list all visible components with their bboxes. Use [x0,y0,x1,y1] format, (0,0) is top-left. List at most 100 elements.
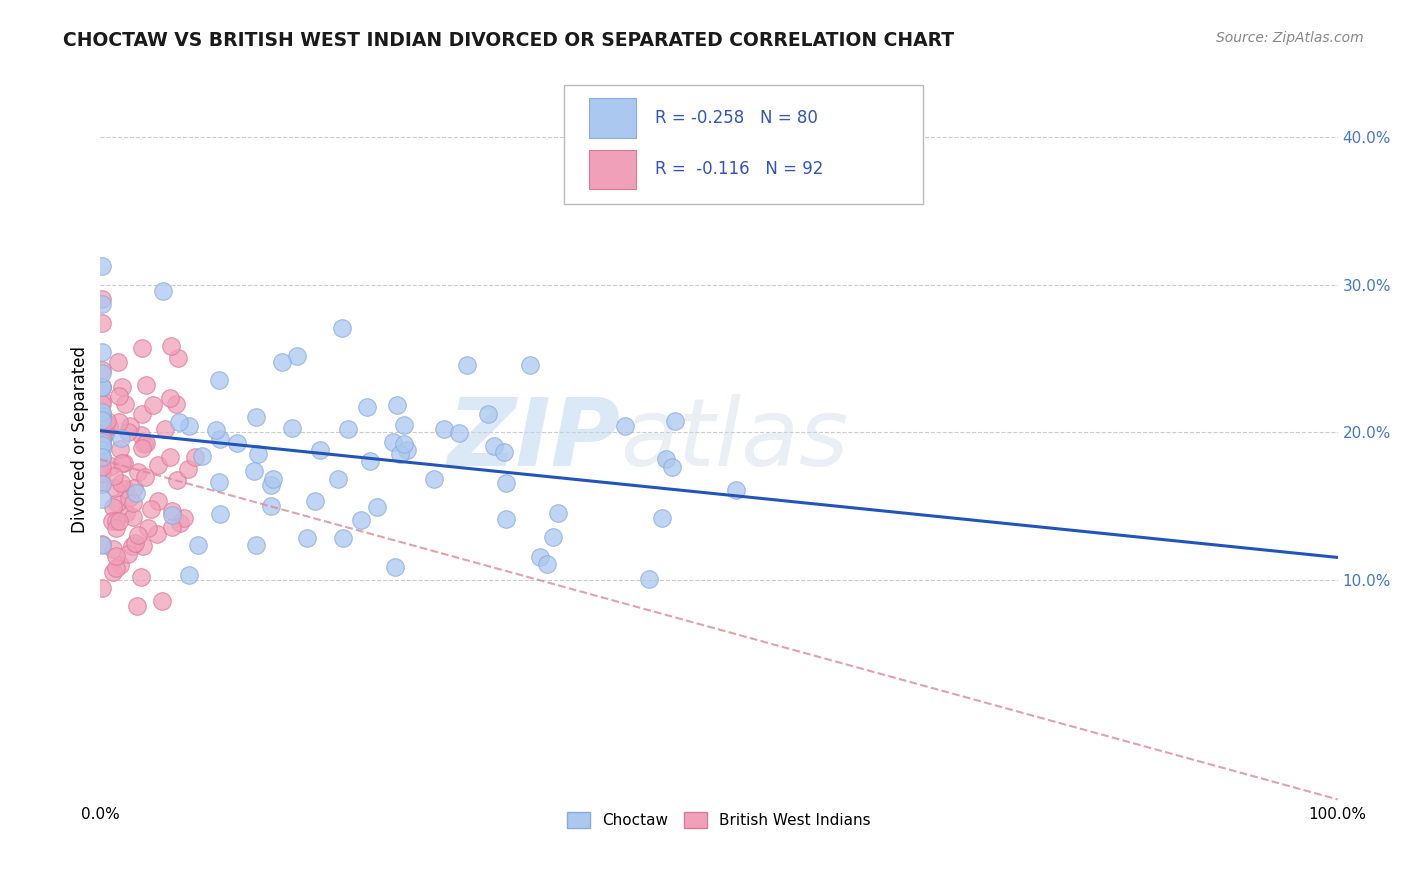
Point [664,414,686,428]
Text: ZIP: ZIP [447,394,620,486]
Point [245,538,267,552]
Y-axis label: Divorced or Separated: Divorced or Separated [72,346,89,533]
Point [209,507,232,521]
Point [90,366,112,380]
Point [449,426,471,441]
Point [125,486,148,500]
Point [108,442,131,456]
Point [142,398,165,412]
Point [90,379,112,393]
Point [122,510,145,524]
Point [208,373,231,387]
Point [125,599,148,613]
Point [118,491,141,506]
Point [173,511,195,525]
Point [183,450,205,465]
Point [492,444,515,458]
Point [392,437,415,451]
Point [124,536,146,550]
Point [177,462,200,476]
Point [129,570,152,584]
Point [117,425,139,440]
Point [90,434,112,449]
Point [90,491,112,506]
Point [495,475,517,490]
Point [177,568,200,582]
Point [270,354,292,368]
Point [101,541,124,556]
Point [482,439,505,453]
Point [90,419,112,434]
Point [90,476,112,491]
Point [392,418,415,433]
Point [122,481,145,495]
Point [118,419,141,434]
Point [91,407,114,421]
Point [96,414,118,428]
Point [90,409,112,423]
Point [205,423,228,437]
Point [187,538,209,552]
Point [152,284,174,298]
Point [165,397,187,411]
Point [541,530,564,544]
Text: Source: ZipAtlas.com: Source: ZipAtlas.com [1216,31,1364,45]
Point [105,561,128,575]
Point [146,494,169,508]
Point [90,380,112,394]
Point [309,443,332,458]
Point [103,468,125,483]
Point [148,458,170,472]
Point [135,377,157,392]
Point [117,547,139,561]
Point [495,512,517,526]
Point [90,476,112,491]
Point [90,413,112,427]
Point [179,419,201,434]
Point [169,416,191,430]
Point [332,321,354,335]
Point [90,450,112,464]
Point [108,558,131,573]
Point [104,481,127,495]
Point [112,456,135,470]
Point [366,500,388,515]
Point [90,363,112,377]
Point [661,460,683,475]
Point [121,539,143,553]
Point [90,393,112,408]
Point [90,292,112,306]
Point [90,397,112,411]
Point [131,539,153,553]
Point [150,594,173,608]
Point [94,425,117,440]
Point [724,483,747,498]
Point [160,339,183,353]
Point [477,407,499,421]
Point [93,427,115,442]
Point [208,433,231,447]
Point [110,476,132,491]
Point [115,506,138,520]
Point [90,466,112,480]
Text: R =  -0.116   N = 92: R = -0.116 N = 92 [655,161,823,178]
Point [651,511,673,525]
Point [245,409,267,424]
Point [326,472,349,486]
Point [456,358,478,372]
Point [103,565,125,579]
Point [114,482,136,496]
Point [162,504,184,518]
Point [122,496,145,510]
Point [260,477,283,491]
Point [159,392,181,406]
Point [90,537,112,551]
Point [139,501,162,516]
Point [433,422,456,436]
Point [304,493,326,508]
Point [90,424,112,438]
Point [162,508,184,522]
Point [90,442,112,457]
Point [247,447,270,461]
Point [90,538,112,552]
